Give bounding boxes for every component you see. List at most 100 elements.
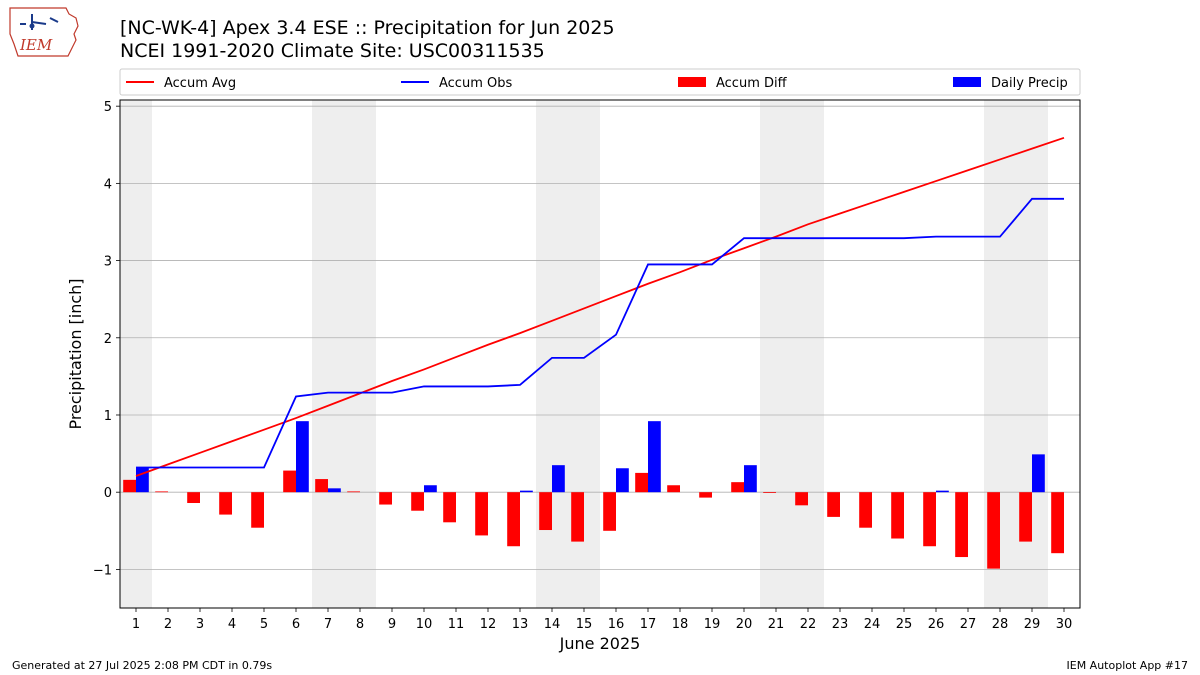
iem-logo: IEM <box>9 7 79 57</box>
accum-diff-bar <box>283 470 296 493</box>
y-axis-label: Precipitation [inch] <box>66 278 85 429</box>
legend-swatch-bar <box>953 77 981 87</box>
x-tick-label: 9 <box>388 617 396 632</box>
generated-timestamp: Generated at 27 Jul 2025 2:08 PM CDT in … <box>12 659 273 672</box>
x-tick-label: 30 <box>1056 617 1073 632</box>
x-tick-label: 21 <box>768 617 785 632</box>
accum-diff-bar <box>123 479 136 493</box>
daily-precip-bar <box>520 490 533 493</box>
accum-diff-bar <box>347 491 360 493</box>
daily-precip-bar <box>936 490 949 493</box>
accum-diff-bar <box>795 492 808 506</box>
accum-diff-bar <box>443 492 456 523</box>
weather-station-icon <box>20 14 59 30</box>
x-tick-label: 13 <box>512 617 529 632</box>
app-credit: IEM Autoplot App #17 <box>1066 659 1189 672</box>
x-tick-label: 10 <box>416 617 433 632</box>
accum-diff-bar <box>603 492 616 531</box>
accum-diff-bar <box>251 492 264 528</box>
accum-diff-bar <box>475 492 488 536</box>
x-tick-label: 5 <box>260 617 268 632</box>
y-tick-label: −1 <box>93 563 112 578</box>
x-tick-label: 29 <box>1024 617 1041 632</box>
plot-frame <box>119 99 1081 609</box>
x-tick-label: 14 <box>544 617 561 632</box>
iowa-outline-icon <box>9 7 79 57</box>
accum-diff-bar <box>219 492 232 515</box>
daily-precip-bar <box>136 467 149 493</box>
weekend-shading <box>760 100 824 608</box>
y-tick-label: 1 <box>104 409 112 424</box>
x-tick-label: 16 <box>608 617 625 632</box>
y-tick-label: 2 <box>104 332 112 347</box>
accum-diff-bar <box>955 492 968 558</box>
y-tick-label: 3 <box>104 255 112 270</box>
x-tick-label: 12 <box>480 617 497 632</box>
accum-obs-line <box>136 197 1064 469</box>
x-axis-label: June 2025 <box>559 634 641 653</box>
logo-text: IEM <box>19 36 53 54</box>
x-tick-label: 19 <box>704 617 721 632</box>
daily-precip-bar <box>744 465 757 493</box>
accum-diff-bar <box>571 492 584 542</box>
accum-diff-bar <box>539 492 552 531</box>
x-tick-label: 17 <box>640 617 657 632</box>
x-tick-label: 11 <box>448 617 465 632</box>
accum-diff-bar <box>187 492 200 504</box>
daily-precip-bar <box>328 488 341 493</box>
x-tick-label: 24 <box>864 617 881 632</box>
accum-diff-bar <box>1019 492 1032 542</box>
x-tick-label: 26 <box>928 617 945 632</box>
accum-diff-bar <box>923 492 936 547</box>
x-tick-label: 6 <box>292 617 300 632</box>
accum-diff-bar <box>635 472 648 493</box>
accum-diff-bar <box>155 491 168 493</box>
x-tick-label: 3 <box>196 617 204 632</box>
x-tick-label: 4 <box>228 617 236 632</box>
x-tick-label: 23 <box>832 617 849 632</box>
legend-label: Daily Precip <box>991 76 1068 91</box>
x-tick-label: 8 <box>356 617 364 632</box>
daily-precip-bar <box>552 465 565 493</box>
daily-precip-bar <box>424 485 437 493</box>
chart-title: [NC-WK-4] Apex 3.4 ESE :: Precipitation … <box>120 17 615 39</box>
accum-diff-bar <box>731 482 744 493</box>
x-tick-label: 18 <box>672 617 689 632</box>
x-tick-label: 1 <box>132 617 140 632</box>
legend-label: Accum Avg <box>164 76 236 91</box>
legend-box <box>119 68 1081 96</box>
accum-diff-bar <box>891 492 904 539</box>
chart-subtitle: NCEI 1991-2020 Climate Site: USC00311535 <box>120 40 545 62</box>
legend-label: Accum Diff <box>716 76 788 91</box>
accum-diff-bar <box>859 492 872 528</box>
x-tick-label: 25 <box>896 617 913 632</box>
x-tick-label: 27 <box>960 617 977 632</box>
accum-diff-bar <box>987 492 1000 569</box>
legend-label: Accum Obs <box>439 76 512 91</box>
daily-precip-bar <box>648 421 661 493</box>
x-tick-label: 28 <box>992 617 1009 632</box>
y-tick-label: 4 <box>104 177 112 192</box>
accum-diff-bar <box>763 492 776 493</box>
x-tick-label: 22 <box>800 617 817 632</box>
legend-swatch-bar <box>678 77 706 87</box>
accum-diff-bar <box>1051 492 1064 554</box>
x-tick-label: 15 <box>576 617 593 632</box>
weekend-shading <box>312 100 376 608</box>
daily-precip-bar <box>1032 454 1045 493</box>
accum-diff-bar <box>827 492 840 517</box>
accum-diff-bar <box>699 492 712 498</box>
accum-diff-bar <box>379 492 392 505</box>
sensor-dot-icon <box>29 23 35 29</box>
y-tick-label: 0 <box>104 486 112 501</box>
accum-diff-bar <box>507 492 520 547</box>
x-tick-label: 20 <box>736 617 753 632</box>
x-tick-label: 7 <box>324 617 332 632</box>
accum-avg-line <box>135 136 1065 477</box>
daily-precip-bar <box>296 421 309 493</box>
y-tick-label: 5 <box>104 100 112 115</box>
accum-diff-bar <box>315 479 328 493</box>
accum-diff-bar <box>411 492 424 511</box>
x-tick-label: 2 <box>164 617 172 632</box>
